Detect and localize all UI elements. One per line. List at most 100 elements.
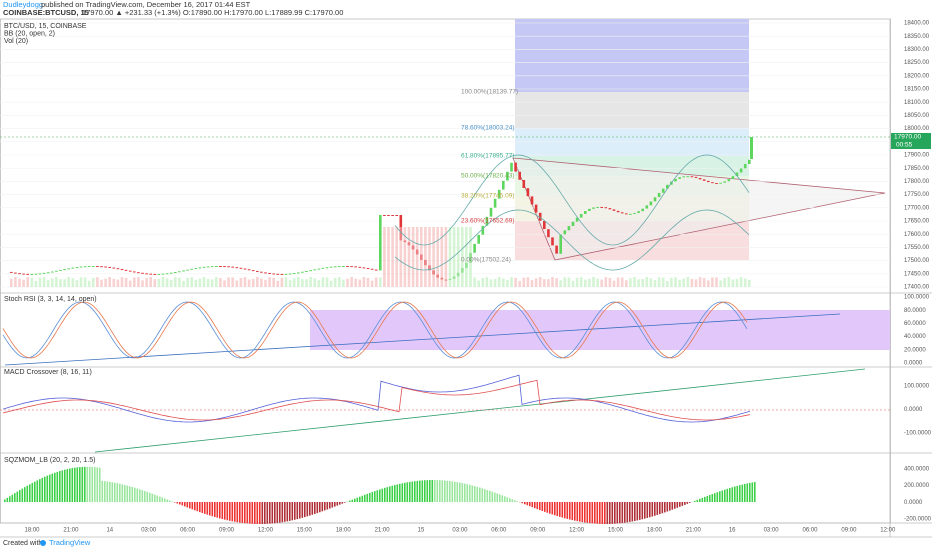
sqz-bar	[437, 480, 439, 502]
sqz-bar	[142, 490, 144, 502]
candle	[231, 267, 234, 268]
volume	[506, 280, 509, 287]
last-price: 17970.00	[894, 134, 921, 141]
volume	[170, 280, 173, 287]
price-tick: 18300.00	[904, 47, 930, 53]
candle	[732, 176, 735, 179]
sqz-bar	[677, 502, 679, 508]
volume	[227, 277, 230, 287]
candle	[354, 266, 357, 267]
sqz-bar	[292, 502, 294, 520]
sqz-bar	[667, 502, 669, 512]
candle	[207, 266, 210, 267]
sqz-bar	[272, 502, 274, 523]
sqz-bar	[589, 502, 591, 523]
sqz-bar	[569, 502, 571, 520]
volume	[535, 278, 538, 287]
sqz-bar	[87, 467, 89, 502]
candle	[305, 271, 308, 272]
sqz-bar	[137, 489, 139, 502]
volume	[67, 277, 70, 287]
sqz-bar	[467, 484, 469, 502]
sqz-bar	[609, 502, 611, 524]
volume	[445, 227, 448, 287]
sqz-bar	[14, 493, 16, 502]
sqz-bar	[637, 502, 639, 520]
sqz-bar	[604, 502, 606, 524]
sqz-bar	[119, 484, 121, 502]
volume	[248, 279, 251, 287]
footer-brand[interactable]: TradingView	[49, 538, 91, 547]
sqz-bar	[44, 477, 46, 502]
volume	[55, 277, 58, 287]
sqz-bar	[699, 499, 701, 502]
sqz-bar	[562, 502, 564, 518]
sqz-bar	[644, 502, 646, 519]
volume	[662, 278, 665, 287]
sqz-bar	[157, 496, 159, 502]
sqz-bar	[284, 502, 286, 522]
price-tick: 17400.00	[904, 285, 930, 291]
volume	[486, 277, 489, 287]
sqz-bar	[172, 501, 174, 502]
candle	[272, 273, 275, 274]
candle	[313, 269, 316, 270]
pane-tick: 0.0000	[904, 407, 923, 413]
candle	[395, 215, 398, 216]
sqz-bar	[229, 502, 231, 521]
candle	[170, 273, 173, 274]
candle	[39, 273, 42, 274]
candle	[166, 273, 169, 274]
candle	[523, 180, 526, 188]
candle	[14, 273, 17, 274]
sqz-bar	[534, 502, 536, 508]
volume	[740, 277, 743, 287]
sqz-bar	[629, 502, 631, 522]
candle	[88, 266, 91, 267]
sqz-bar	[722, 490, 724, 502]
sqz-bar	[502, 495, 504, 502]
sqz-bar	[299, 502, 301, 518]
volume	[289, 280, 292, 287]
sqz-bar	[257, 502, 259, 524]
sqz-bar	[657, 502, 659, 515]
candle	[703, 179, 706, 180]
sqz-bar	[342, 502, 344, 504]
volume	[400, 227, 403, 287]
candle	[31, 274, 34, 275]
sqz-bar	[394, 485, 396, 502]
candle	[363, 267, 366, 268]
volume	[719, 281, 722, 287]
candle	[326, 267, 329, 268]
volume	[596, 279, 599, 287]
volume	[162, 277, 165, 287]
sqz-bar	[252, 502, 254, 524]
sqz-bar	[479, 488, 481, 502]
candle	[711, 182, 714, 183]
volume	[408, 227, 411, 287]
sqz-bar	[187, 502, 189, 507]
sqz-bar	[162, 498, 164, 502]
sqz-bar	[389, 486, 391, 502]
price-tick: 17600.00	[904, 232, 930, 238]
candle	[691, 176, 694, 177]
candle	[637, 211, 640, 213]
price-tick: 18400.00	[904, 21, 930, 27]
volume	[359, 280, 362, 287]
time-tick: 21:00	[375, 528, 391, 534]
sqz-bar	[222, 502, 224, 519]
sqz-bar	[544, 502, 546, 512]
sqz-bar	[99, 468, 101, 502]
sqz-bar	[109, 482, 111, 502]
candle	[641, 209, 644, 212]
candle	[121, 269, 124, 270]
volume	[207, 279, 210, 287]
candle	[59, 270, 62, 271]
price-tick: 17750.00	[904, 192, 930, 198]
volume	[424, 227, 427, 287]
volume	[707, 280, 710, 287]
volume	[268, 277, 271, 287]
volume	[133, 278, 136, 287]
sqz-bar	[77, 467, 79, 502]
sqz-bar	[254, 502, 256, 524]
